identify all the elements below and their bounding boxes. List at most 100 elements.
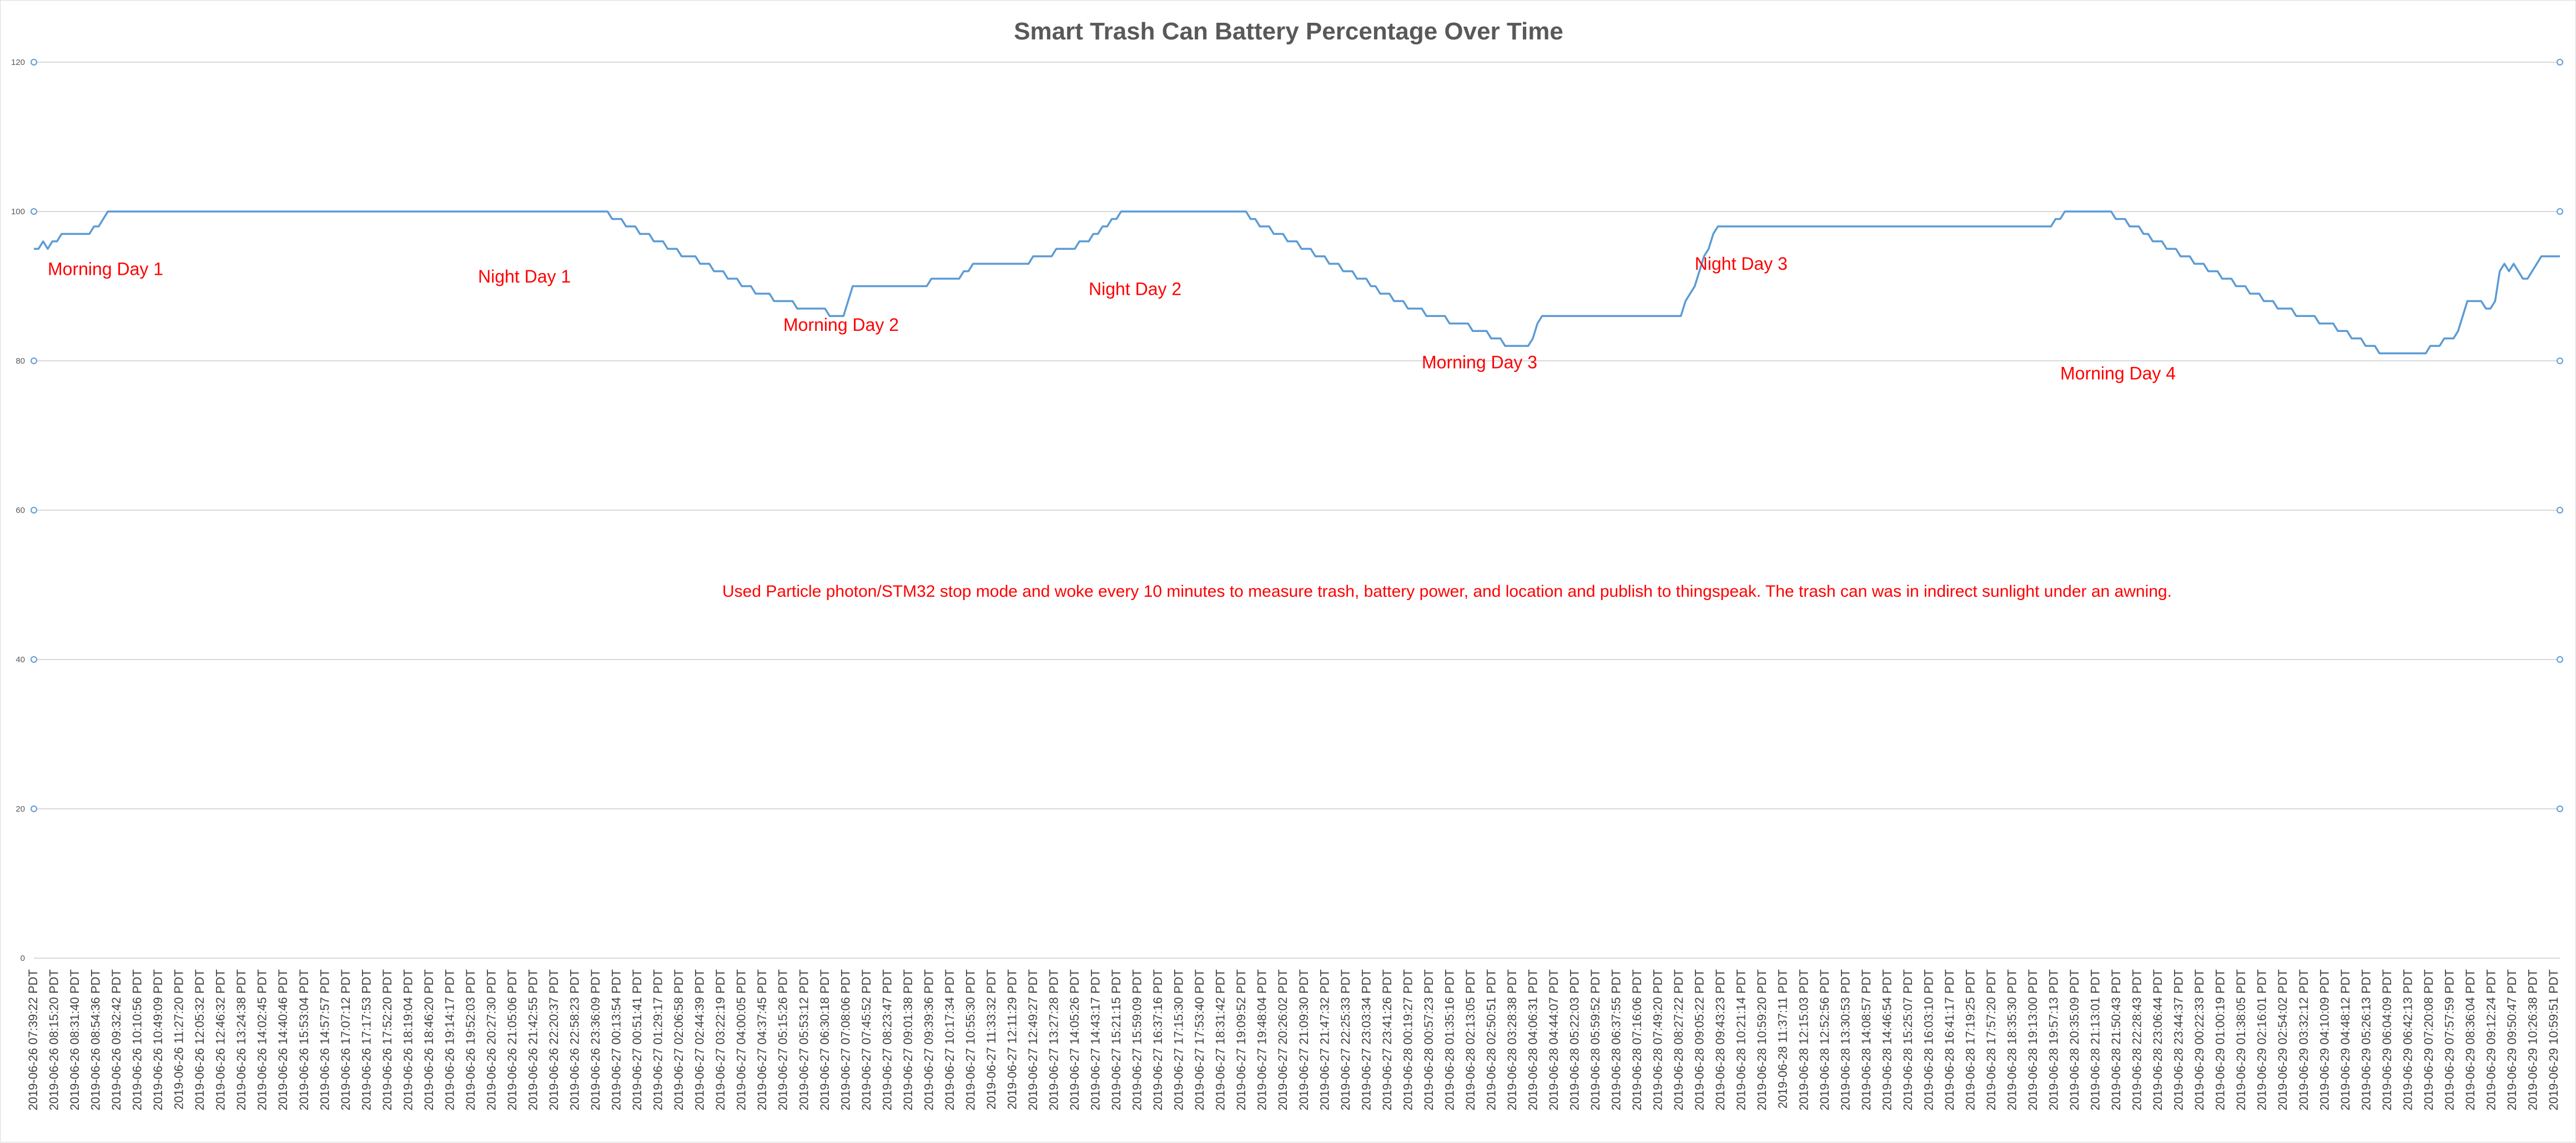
x-tick-label: 2019-06-27 21:47:32 PDT bbox=[1317, 969, 1331, 1110]
selection-handle-left[interactable] bbox=[31, 59, 37, 66]
x-tick-label: 2019-06-27 15:59:09 PDT bbox=[1130, 969, 1144, 1110]
x-tick-label: 2019-06-29 05:26:13 PDT bbox=[2359, 969, 2373, 1110]
x-tick-label: 2019-06-26 21:05:06 PDT bbox=[505, 969, 519, 1110]
x-tick-label: 2019-06-28 03:28:38 PDT bbox=[1505, 969, 1519, 1110]
x-tick-label: 2019-06-26 15:53:04 PDT bbox=[297, 969, 311, 1110]
selection-handle-left[interactable] bbox=[31, 507, 37, 513]
x-tick-label: 2019-06-28 19:13:00 PDT bbox=[2026, 969, 2040, 1110]
x-tick-label: 2019-06-28 16:41:17 PDT bbox=[1943, 969, 1956, 1110]
x-tick-label: 2019-06-27 10:17:34 PDT bbox=[943, 969, 957, 1110]
x-tick-label: 2019-06-28 04:44:07 PDT bbox=[1547, 969, 1561, 1110]
x-tick-label: 2019-06-28 10:59:20 PDT bbox=[1755, 969, 1769, 1110]
x-tick-label: 2019-06-28 00:19:27 PDT bbox=[1401, 969, 1415, 1110]
x-tick-label: 2019-06-27 08:23:47 PDT bbox=[880, 969, 894, 1110]
x-tick-label: 2019-06-27 00:13:54 PDT bbox=[610, 969, 623, 1110]
x-tick-label: 2019-06-27 12:49:27 PDT bbox=[1026, 969, 1040, 1110]
x-tick-label: 2019-06-27 04:37:45 PDT bbox=[755, 969, 769, 1110]
x-tick-label: 2019-06-29 09:12:24 PDT bbox=[2484, 969, 2498, 1110]
x-tick-label: 2019-06-28 12:15:03 PDT bbox=[1797, 969, 1810, 1110]
x-tick-label: 2019-06-27 06:30:18 PDT bbox=[818, 969, 832, 1110]
selection-handle-left[interactable] bbox=[31, 656, 37, 663]
x-tick-label: 2019-06-28 17:19:25 PDT bbox=[1963, 969, 1977, 1110]
selection-handle-right[interactable] bbox=[2557, 59, 2563, 66]
x-tick-label: 2019-06-29 00:22:33 PDT bbox=[2192, 969, 2206, 1110]
x-tick-label: 2019-06-27 14:05:26 PDT bbox=[1068, 969, 1081, 1110]
x-tick-label: 2019-06-28 13:30:53 PDT bbox=[1838, 969, 1852, 1110]
y-tick-label: 60 bbox=[16, 506, 25, 515]
y-axis-tick-labels: 0 20 40 60 80 100 120 bbox=[11, 58, 25, 963]
selection-handle-left[interactable] bbox=[31, 805, 37, 812]
x-tick-label: 2019-06-27 01:29:17 PDT bbox=[651, 969, 665, 1110]
x-tick-label: 2019-06-28 17:57:20 PDT bbox=[1984, 969, 1998, 1110]
x-tick-label: 2019-06-27 17:15:30 PDT bbox=[1172, 969, 1186, 1110]
x-tick-label: 2019-06-26 20:27:30 PDT bbox=[484, 969, 498, 1110]
x-tick-label: 2019-06-26 08:54:36 PDT bbox=[89, 969, 103, 1110]
x-tick-label: 2019-06-29 10:59:51 PDT bbox=[2547, 969, 2560, 1110]
gridlines bbox=[34, 62, 2560, 959]
x-tick-label: 2019-06-28 23:06:44 PDT bbox=[2151, 969, 2165, 1110]
x-tick-label: 2019-06-28 06:37:55 PDT bbox=[1609, 969, 1623, 1110]
selection-handle-left[interactable] bbox=[31, 357, 37, 364]
x-tick-label: 2019-06-27 05:53:12 PDT bbox=[797, 969, 811, 1110]
x-tick-label: 2019-06-27 18:31:42 PDT bbox=[1214, 969, 1227, 1110]
y-tick-label: 120 bbox=[11, 58, 25, 67]
x-tick-label: 2019-06-26 08:15:20 PDT bbox=[47, 969, 61, 1110]
y-tick-label: 20 bbox=[16, 804, 25, 814]
annotation-label: Morning Day 2 bbox=[783, 315, 899, 335]
x-tick-label: 2019-06-26 22:20:37 PDT bbox=[547, 969, 561, 1110]
annotation-label: Night Day 3 bbox=[1695, 254, 1788, 274]
annotation-label: Morning Day 1 bbox=[48, 259, 163, 279]
x-tick-label: 2019-06-28 14:08:57 PDT bbox=[1859, 969, 1873, 1110]
x-tick-label: 2019-06-26 10:10:56 PDT bbox=[130, 969, 144, 1110]
x-tick-label: 2019-06-28 19:57:13 PDT bbox=[2047, 969, 2061, 1110]
y-tick-label: 100 bbox=[11, 207, 25, 216]
x-tick-label: 2019-06-29 06:04:09 PDT bbox=[2380, 969, 2394, 1110]
x-tick-label: 2019-06-28 02:13:05 PDT bbox=[1463, 969, 1477, 1110]
x-tick-label: 2019-06-28 21:50:43 PDT bbox=[2109, 969, 2123, 1110]
plot-area-resize-handles[interactable] bbox=[31, 59, 2563, 812]
x-tick-label: 2019-06-28 09:43:23 PDT bbox=[1713, 969, 1727, 1110]
x-tick-label: 2019-06-27 17:53:40 PDT bbox=[1193, 969, 1206, 1110]
y-tick-label: 80 bbox=[16, 356, 25, 366]
selection-handle-right[interactable] bbox=[2557, 805, 2563, 812]
annotation-label: Morning Day 4 bbox=[2060, 364, 2176, 384]
x-tick-label: 2019-06-28 22:28:43 PDT bbox=[2130, 969, 2144, 1110]
x-tick-label: 2019-06-28 14:46:54 PDT bbox=[1880, 969, 1894, 1110]
x-tick-label: 2019-06-27 23:41:26 PDT bbox=[1380, 969, 1394, 1110]
x-tick-label: 2019-06-27 02:44:39 PDT bbox=[693, 969, 707, 1110]
x-tick-label: 2019-06-28 23:44:37 PDT bbox=[2172, 969, 2186, 1110]
x-tick-label: 2019-06-28 07:16:06 PDT bbox=[1630, 969, 1644, 1110]
x-tick-label: 2019-06-28 11:37:11 PDT bbox=[1776, 969, 1790, 1109]
x-tick-label: 2019-06-29 06:42:13 PDT bbox=[2401, 969, 2414, 1110]
x-tick-label: 2019-06-27 03:22:19 PDT bbox=[713, 969, 727, 1110]
x-tick-label: 2019-06-26 14:40:46 PDT bbox=[276, 969, 290, 1110]
x-tick-label: 2019-06-27 22:25:33 PDT bbox=[1339, 969, 1352, 1110]
x-tick-label: 2019-06-26 22:58:23 PDT bbox=[568, 969, 582, 1110]
x-tick-label: 2019-06-29 02:54:02 PDT bbox=[2276, 969, 2290, 1110]
x-tick-label: 2019-06-27 07:08:06 PDT bbox=[838, 969, 852, 1110]
battery-percentage-line bbox=[34, 210, 2560, 355]
x-tick-label: 2019-06-28 20:35:09 PDT bbox=[2067, 969, 2081, 1110]
selection-handle-right[interactable] bbox=[2557, 208, 2563, 215]
annotation-label: Morning Day 3 bbox=[1422, 352, 1537, 372]
x-tick-label: 2019-06-26 14:57:57 PDT bbox=[318, 969, 331, 1110]
x-tick-label: 2019-06-27 09:01:38 PDT bbox=[901, 969, 915, 1110]
x-tick-label: 2019-06-26 19:52:03 PDT bbox=[464, 969, 477, 1110]
x-tick-label: 2019-06-26 08:31:40 PDT bbox=[68, 969, 82, 1110]
x-tick-label: 2019-06-28 10:21:14 PDT bbox=[1734, 969, 1748, 1110]
selection-handle-right[interactable] bbox=[2557, 357, 2563, 364]
x-tick-label: 2019-06-28 05:59:52 PDT bbox=[1588, 969, 1602, 1110]
x-tick-label: 2019-06-26 21:42:55 PDT bbox=[526, 969, 540, 1110]
selection-handle-right[interactable] bbox=[2557, 656, 2563, 663]
x-tick-label: 2019-06-27 12:11:29 PDT bbox=[1005, 969, 1019, 1110]
x-tick-label: 2019-06-27 04:00:05 PDT bbox=[734, 969, 748, 1110]
x-tick-label: 2019-06-26 09:32:42 PDT bbox=[109, 969, 123, 1110]
selection-handle-right[interactable] bbox=[2557, 507, 2563, 513]
x-tick-label: 2019-06-29 08:36:04 PDT bbox=[2463, 969, 2477, 1110]
x-tick-label: 2019-06-27 23:03:34 PDT bbox=[1359, 969, 1373, 1110]
chart-title: Smart Trash Can Battery Percentage Over … bbox=[1014, 18, 1563, 45]
x-tick-label: 2019-06-27 11:33:32 PDT bbox=[984, 969, 998, 1110]
x-tick-label: 2019-06-28 15:25:07 PDT bbox=[1901, 969, 1915, 1110]
x-tick-label: 2019-06-27 16:37:16 PDT bbox=[1151, 969, 1165, 1110]
selection-handle-left[interactable] bbox=[31, 208, 37, 215]
